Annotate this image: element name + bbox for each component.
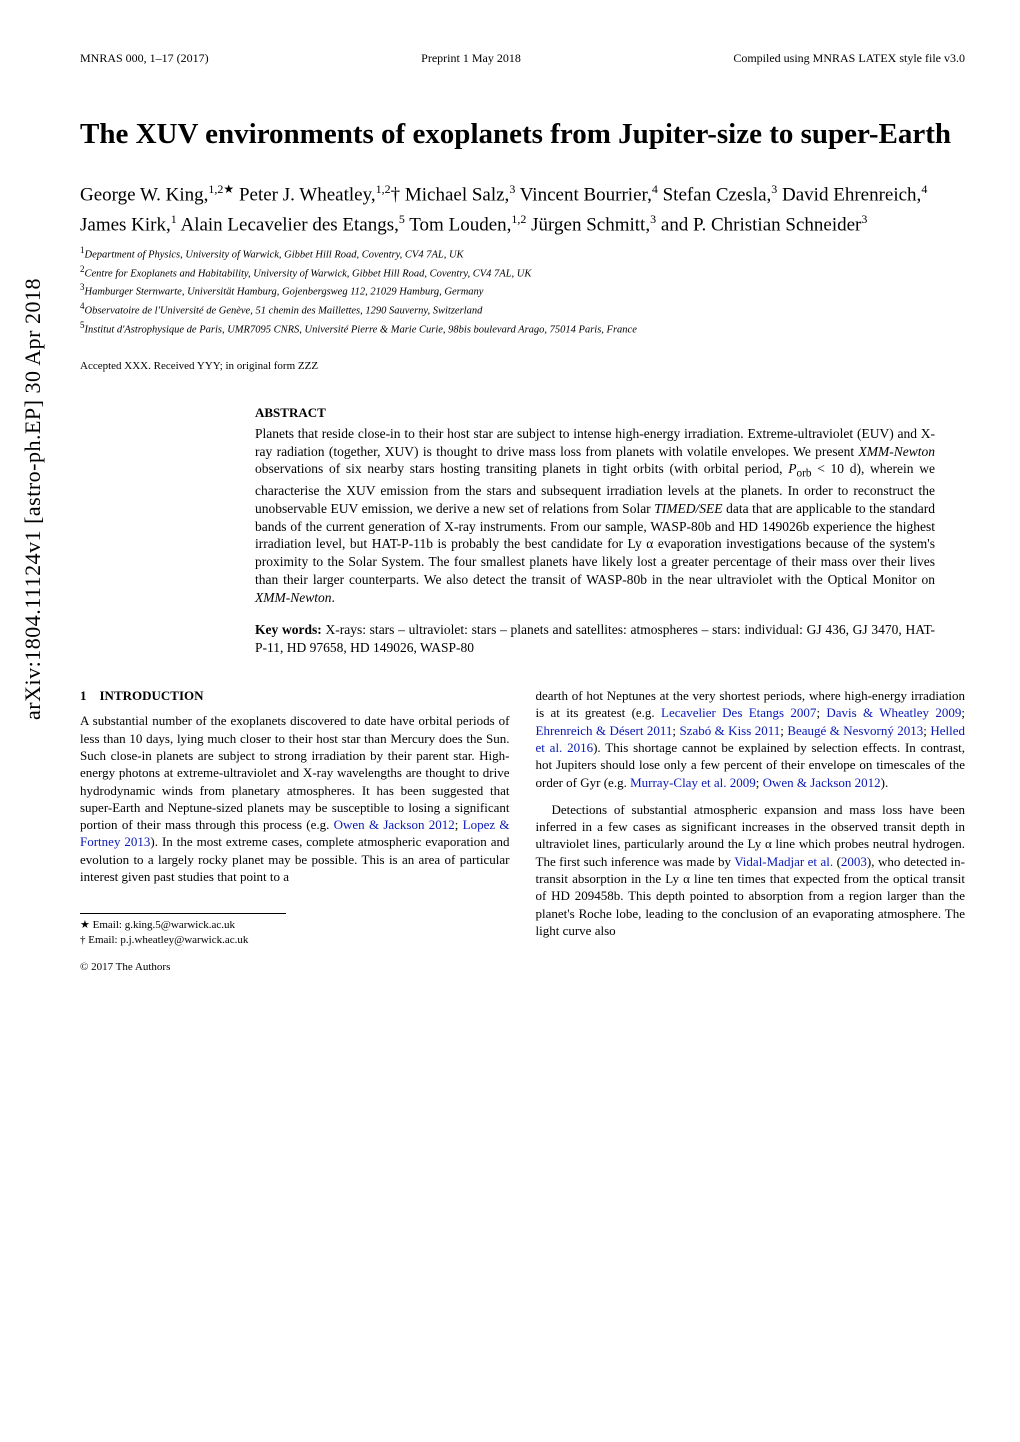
- paper-title: The XUV environments of exoplanets from …: [80, 116, 965, 152]
- cite-murray-clay[interactable]: Murray-Clay et al. 2009: [630, 775, 756, 790]
- keywords: Key words: X-rays: stars – ultraviolet: …: [255, 621, 935, 657]
- cite-vidal-madjar[interactable]: Vidal-Madjar et al.: [734, 854, 833, 869]
- cite-lecavelier[interactable]: Lecavelier Des Etangs 2007: [661, 705, 816, 720]
- keywords-text: X-rays: stars – ultraviolet: stars – pla…: [255, 622, 935, 655]
- accepted-line: Accepted XXX. Received YYY; in original …: [80, 359, 965, 374]
- cite-ehrenreich[interactable]: Ehrenreich & Désert 2011: [536, 723, 673, 738]
- header-right: Compiled using MNRAS LATEX style file v3…: [733, 50, 965, 66]
- body-columns: 1 INTRODUCTION A substantial number of t…: [80, 687, 965, 974]
- keywords-label: Key words:: [255, 622, 322, 637]
- abstract-heading: ABSTRACT: [255, 404, 935, 422]
- header-center: Preprint 1 May 2018: [421, 50, 521, 66]
- cite-davis-wheatley[interactable]: Davis & Wheatley 2009: [826, 705, 961, 720]
- cite-szabo[interactable]: Szabó & Kiss 2011: [679, 723, 780, 738]
- header-line: MNRAS 000, 1–17 (2017) Preprint 1 May 20…: [80, 50, 965, 66]
- cite-owen-jackson[interactable]: Owen & Jackson 2012: [334, 817, 455, 832]
- footnote-dagger: † Email: p.j.wheatley@warwick.ac.uk: [80, 933, 286, 948]
- column-left: 1 INTRODUCTION A substantial number of t…: [80, 687, 510, 974]
- column-right: dearth of hot Neptunes at the very short…: [536, 687, 966, 974]
- section-1-heading: 1 INTRODUCTION: [80, 687, 510, 704]
- section-title: INTRODUCTION: [100, 688, 204, 703]
- footnote-star: ★ Email: g.king.5@warwick.ac.uk: [80, 918, 286, 933]
- cite-beauge[interactable]: Beaugé & Nesvorný 2013: [787, 723, 923, 738]
- arxiv-stamp: arXiv:1804.11124v1 [astro-ph.EP] 30 Apr …: [18, 278, 48, 720]
- affiliations: 1Department of Physics, University of Wa…: [80, 244, 965, 337]
- copyright: © 2017 The Authors: [80, 960, 510, 975]
- intro-paragraph-1-cont: dearth of hot Neptunes at the very short…: [536, 687, 966, 791]
- authors: George W. King,1,2★ Peter J. Wheatley,1,…: [80, 180, 965, 240]
- abstract-text: Planets that reside close-in to their ho…: [255, 425, 935, 607]
- footnotes: ★ Email: g.king.5@warwick.ac.uk † Email:…: [80, 913, 286, 948]
- cite-vidal-year[interactable]: 2003: [841, 854, 867, 869]
- cite-owen-jackson-2[interactable]: Owen & Jackson 2012: [763, 775, 881, 790]
- intro-paragraph-1: A substantial number of the exoplanets d…: [80, 712, 510, 885]
- abstract-block: ABSTRACT Planets that reside close-in to…: [255, 404, 935, 657]
- section-number: 1: [80, 688, 87, 703]
- intro-paragraph-2: Detections of substantial atmospheric ex…: [536, 801, 966, 939]
- header-left: MNRAS 000, 1–17 (2017): [80, 50, 209, 66]
